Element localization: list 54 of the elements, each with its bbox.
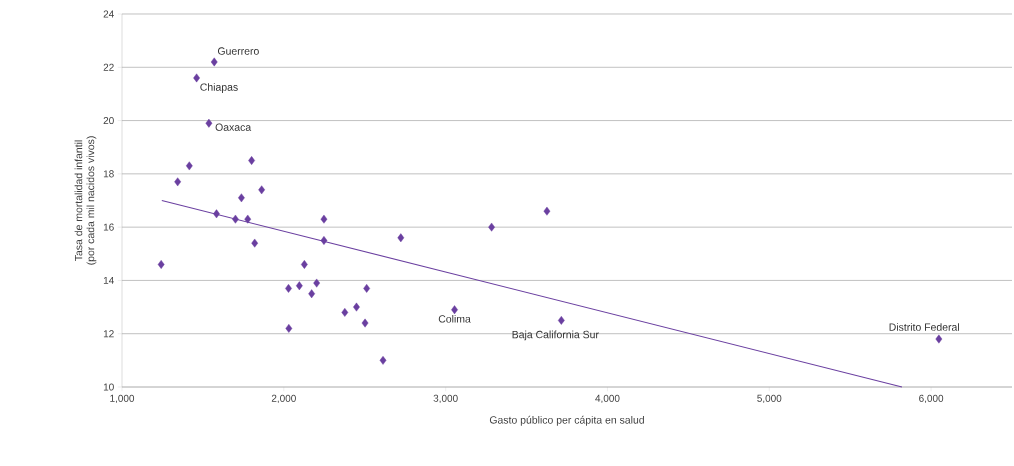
point [320, 214, 328, 224]
x-tick-label: 5,000 [757, 394, 782, 404]
x-axis-title: Gasto público per cápita en salud [489, 415, 644, 426]
y-tick-label: 24 [103, 10, 114, 18]
point [296, 281, 303, 291]
point [397, 233, 405, 243]
x-tick-label: 6,000 [919, 394, 944, 404]
point [379, 355, 387, 365]
point [308, 289, 315, 299]
x-tick-label: 3,000 [433, 394, 458, 404]
y-tick-label: 12 [103, 330, 114, 338]
point [353, 302, 360, 312]
x-tick-label: 4,000 [595, 394, 620, 404]
x-tick-label: 1,000 [110, 394, 135, 404]
point [238, 193, 245, 203]
annotation: Baja California Sur [512, 330, 599, 341]
point [488, 222, 495, 232]
point [210, 57, 218, 67]
annotation: Distrito Federal [889, 323, 959, 331]
point [301, 260, 308, 269]
point [935, 334, 943, 344]
point [285, 284, 292, 293]
point [174, 177, 182, 187]
point [258, 185, 265, 195]
point [543, 206, 551, 216]
point [557, 315, 565, 325]
point [313, 278, 321, 288]
point [244, 214, 252, 224]
y-axis-title: Tasa de mortalidad infantil (por cada mil nacidos vivos) [74, 136, 97, 265]
y-tick-label: 10 [103, 383, 114, 391]
x-tick-label: 2,000 [271, 394, 296, 404]
point [185, 161, 193, 171]
point [157, 260, 165, 269]
point [248, 156, 255, 165]
point [251, 238, 259, 248]
point [213, 209, 220, 219]
annotation: Chiapas [200, 83, 238, 93]
point [232, 214, 239, 224]
annotation: Guerrero [217, 47, 259, 55]
point [193, 73, 200, 83]
y-tick-label: 16 [103, 223, 114, 231]
y-tick-label: 18 [103, 170, 114, 178]
point [320, 236, 328, 245]
point [341, 308, 349, 317]
annotation: Oaxaca [215, 123, 252, 131]
point [285, 323, 293, 333]
point [361, 318, 369, 328]
y-tick-label: 20 [103, 117, 114, 125]
y-tick-label: 14 [103, 276, 114, 284]
point [451, 305, 458, 315]
y-tick-label: 22 [103, 63, 114, 71]
annotation: Colima [438, 314, 471, 323]
point [363, 284, 371, 293]
point [205, 118, 213, 128]
